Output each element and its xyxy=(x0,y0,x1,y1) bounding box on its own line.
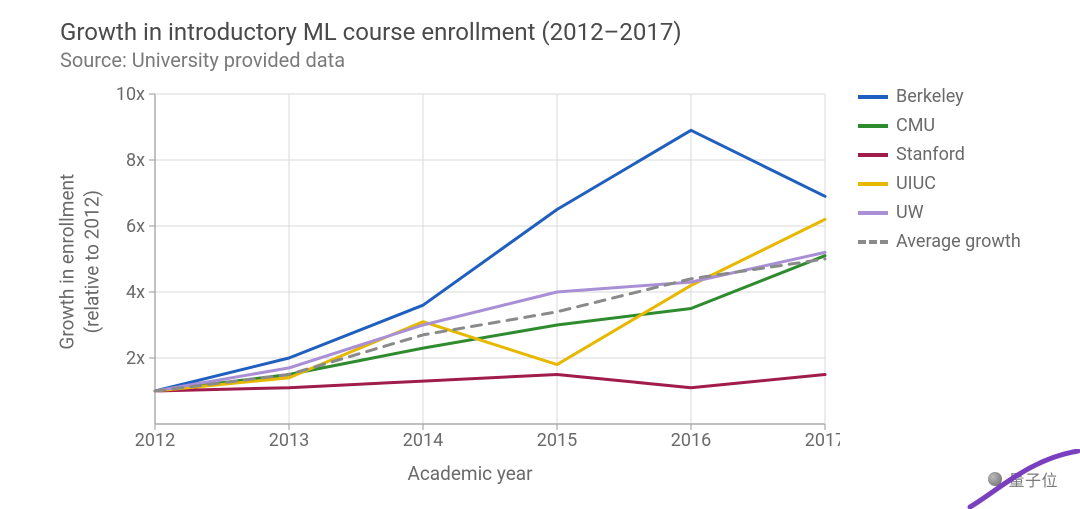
series-line xyxy=(155,375,825,392)
ytick-label: 2x xyxy=(126,348,145,369)
chart-row: Growth in enrollment (relative to 2012) … xyxy=(60,82,1050,485)
y-axis-label-wrap: Growth in enrollment (relative to 2012) xyxy=(60,82,100,442)
x-axis-label: Academic year xyxy=(100,462,840,485)
xtick-label: 2016 xyxy=(671,430,711,451)
legend-label: UW xyxy=(896,202,924,223)
legend-label: Berkeley xyxy=(896,86,964,107)
ytick-label: 6x xyxy=(126,216,145,237)
legend-item: Berkeley xyxy=(858,86,1021,107)
xtick-label: 2014 xyxy=(403,430,443,451)
xtick-label: 2012 xyxy=(135,430,175,451)
legend-swatch xyxy=(858,211,888,215)
chart-title: Growth in introductory ML course enrollm… xyxy=(60,18,1050,46)
series-line xyxy=(155,259,825,391)
legend-item: Average growth xyxy=(858,231,1021,252)
chart-subtitle: Source: University provided data xyxy=(60,48,1050,72)
legend-swatch xyxy=(858,95,888,99)
watermark: 量子位 xyxy=(988,467,1058,491)
legend-label: UIUC xyxy=(896,173,936,194)
legend: Berkeley CMU Stanford UIUC UW Average growth xyxy=(840,82,1021,260)
legend-swatch xyxy=(858,124,888,128)
ytick-label: 4x xyxy=(126,282,145,303)
legend-swatch xyxy=(858,182,888,186)
line-chart: 2x 4x 6x 8x 10x 2012 2013 2014 2015 2016 2017 xyxy=(100,82,840,452)
legend-label: Stanford xyxy=(896,144,965,165)
watermark-icon xyxy=(988,472,1002,486)
legend-label: CMU xyxy=(896,115,935,136)
ytick-label: 8x xyxy=(126,150,145,171)
legend-item: UW xyxy=(858,202,1021,223)
xtick-label: 2013 xyxy=(269,430,309,451)
legend-swatch xyxy=(858,153,888,157)
xtick-label: 2017 xyxy=(805,430,840,451)
chart-container: Growth in introductory ML course enrollm… xyxy=(0,0,1080,509)
legend-label: Average growth xyxy=(896,231,1021,252)
legend-item: CMU xyxy=(858,115,1021,136)
legend-swatch xyxy=(858,240,888,244)
plot-and-xlabel: 2x 4x 6x 8x 10x 2012 2013 2014 2015 2016 2017 Acad… xyxy=(100,82,840,485)
ytick-label: 10x xyxy=(116,84,145,105)
xtick-label: 2015 xyxy=(537,430,577,451)
legend-item: Stanford xyxy=(858,144,1021,165)
series-line xyxy=(155,130,825,391)
watermark-text: 量子位 xyxy=(1008,467,1058,491)
y-axis-label-line2: (relative to 2012) xyxy=(80,190,103,333)
y-axis-label-line1: Growth in enrollment xyxy=(55,174,78,350)
y-axis-label: Growth in enrollment (relative to 2012) xyxy=(55,174,104,350)
legend-item: UIUC xyxy=(858,173,1021,194)
